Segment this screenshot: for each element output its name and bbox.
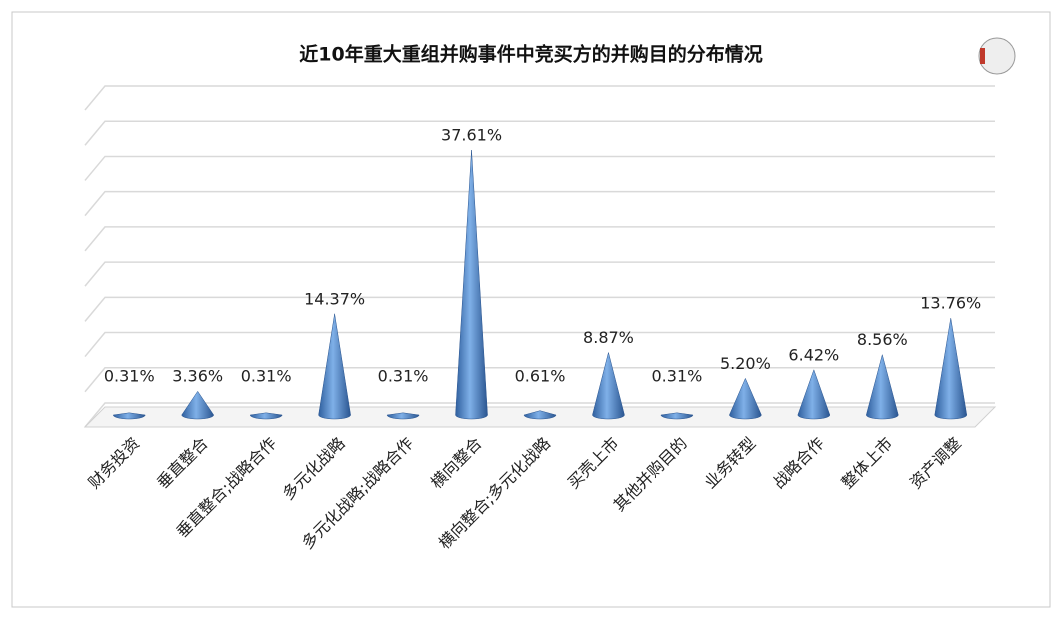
cone (523, 410, 557, 420)
value-label: 14.37% (304, 289, 365, 308)
logo-seal (980, 48, 985, 64)
frame (11, 11, 1051, 608)
value-label: 0.31% (241, 367, 292, 386)
value-label: 0.31% (104, 367, 155, 386)
grid-line (84, 331, 995, 358)
cone (249, 412, 283, 420)
cone (797, 369, 831, 420)
value-label: 13.76% (920, 294, 981, 313)
grid-line (84, 85, 995, 111)
grid-line (84, 120, 995, 146)
value-label: 37.61% (441, 126, 502, 145)
grid-line (84, 190, 995, 217)
grid-line (84, 367, 995, 393)
cone (866, 353, 899, 420)
cone (660, 412, 694, 420)
value-label: 0.31% (652, 367, 703, 386)
grid-line (84, 155, 995, 181)
cone (934, 318, 968, 420)
chart-title: 近10年重大重组并购事件中竞买方的并购目的分布情况 (299, 43, 762, 66)
grid-line (84, 261, 995, 287)
cone (592, 352, 625, 420)
grid-line (84, 402, 995, 428)
cone (386, 412, 420, 420)
value-label: 5.20% (720, 354, 771, 373)
value-label: 3.36% (172, 367, 223, 386)
value-label: 8.87% (583, 328, 634, 347)
cone (455, 150, 488, 420)
grid-line (84, 296, 995, 322)
cone (112, 412, 146, 420)
value-label: 8.56% (857, 330, 908, 349)
value-label: 0.31% (378, 367, 429, 386)
grid-line (84, 226, 995, 252)
cone (181, 390, 214, 420)
value-label: 6.42% (788, 345, 839, 364)
cone (729, 377, 762, 420)
value-label: 0.61% (515, 367, 566, 386)
logo (978, 37, 1016, 75)
cone (318, 313, 351, 420)
